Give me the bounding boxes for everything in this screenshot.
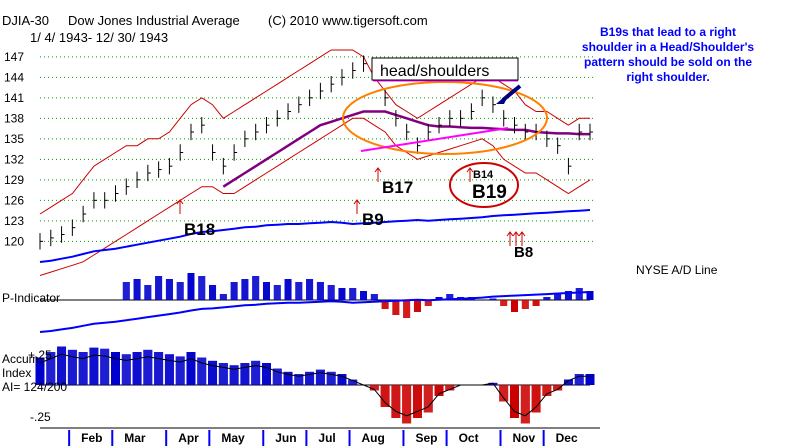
accum-index-layer [35, 346, 595, 424]
y-tick-label-129: 129 [4, 173, 24, 187]
y-tick-label-126: 126 [4, 193, 24, 207]
signal-b8-3-arrowhead [518, 231, 526, 237]
signal-b17-arrowhead [374, 167, 382, 173]
month-label-sep: Sep [415, 431, 437, 445]
accum-label-3: AI= 124/200 [2, 380, 67, 394]
accum-minus-label: -.25 [30, 410, 51, 424]
price-gridlines [40, 56, 595, 242]
accum-ma-line [39, 353, 590, 417]
y-tick-label-132: 132 [4, 152, 24, 166]
note-line-3: pattern should be sold on the [584, 55, 752, 69]
neckline [360, 127, 509, 152]
accum-plus-label: +.25 [28, 348, 52, 362]
p-indicator-label: P-Indicator [2, 291, 60, 305]
signal-b8-label: B8 [514, 244, 533, 261]
month-axis: Feb Mar Apr May Jun Jul Aug Sep Oct Nov Dec [40, 427, 600, 446]
y-tick-label-135: 135 [4, 132, 24, 146]
p-indicator-ad-line [39, 291, 591, 333]
ad-line-layer [39, 209, 591, 263]
accum-label-2: Index [2, 366, 31, 380]
month-label-aug: Aug [362, 431, 385, 445]
y-tick-label-120: 120 [4, 234, 24, 248]
month-label-feb: Feb [81, 431, 102, 445]
moving-average-line [222, 110, 590, 188]
month-label-may: May [221, 431, 245, 445]
month-label-jun: Jun [275, 431, 296, 445]
ad-line-label: NYSE A/D Line [636, 263, 718, 277]
signal-b8-arrowhead [506, 231, 514, 237]
note-line-2: shoulder in a Head/Shoulder's [582, 40, 755, 54]
head-shoulders-ellipse [342, 81, 548, 155]
b19-circle [449, 162, 519, 208]
month-label-nov: Nov [513, 431, 536, 445]
signal-b18-label: B18 [184, 220, 215, 239]
signal-b14-arrowhead [466, 167, 474, 173]
p-indicator-layer [39, 273, 594, 333]
date-range: 1/ 4/ 1943- 12/ 30/ 1943 [30, 30, 168, 45]
note-line-1: B19s that lead to a right [600, 25, 736, 39]
head-shoulders-label: head/shoulders [380, 63, 489, 80]
bands-layer [39, 49, 591, 276]
note-line-4: right shoulder. [626, 70, 709, 84]
y-tick-label-123: 123 [4, 214, 24, 228]
copyright-text: (C) 2010 www.tigersoft.com [268, 13, 428, 28]
chart-title: Dow Jones Industrial Average [68, 13, 240, 28]
head-shoulders-box [371, 57, 519, 81]
y-tick-label-141: 141 [4, 91, 24, 105]
signal-b8-2-arrowhead [512, 231, 520, 237]
pattern-overlay: head/shoulders [342, 57, 548, 155]
y-tick-label-138: 138 [4, 111, 24, 125]
nyse-ad-line [39, 209, 591, 263]
y-tick-label-144: 144 [4, 70, 24, 84]
price-y-axis: 120 123 126 129 132 135 138 141 144 147 [4, 50, 24, 248]
price-bars-layer [39, 55, 593, 250]
lower-band-line [39, 117, 591, 276]
month-label-apr: Apr [178, 431, 199, 445]
month-label-dec: Dec [556, 431, 578, 445]
pointer-arrow-head [496, 92, 510, 104]
month-label-mar: Mar [124, 431, 146, 445]
signal-b19-label: B19 [472, 182, 507, 203]
y-tick-label-147: 147 [4, 50, 24, 64]
signal-b17-label: B17 [382, 178, 413, 197]
month-label-jul: Jul [318, 431, 335, 445]
chart-symbol: DJIA-30 [2, 13, 49, 28]
signal-b9-label: B9 [362, 210, 384, 229]
month-label-oct: Oct [459, 431, 479, 445]
accum-label-1: Accum [2, 352, 39, 366]
signal-b18-arrowhead [176, 199, 184, 205]
signal-b14-label: B14 [473, 169, 494, 181]
signal-b9-arrowhead [353, 199, 361, 205]
